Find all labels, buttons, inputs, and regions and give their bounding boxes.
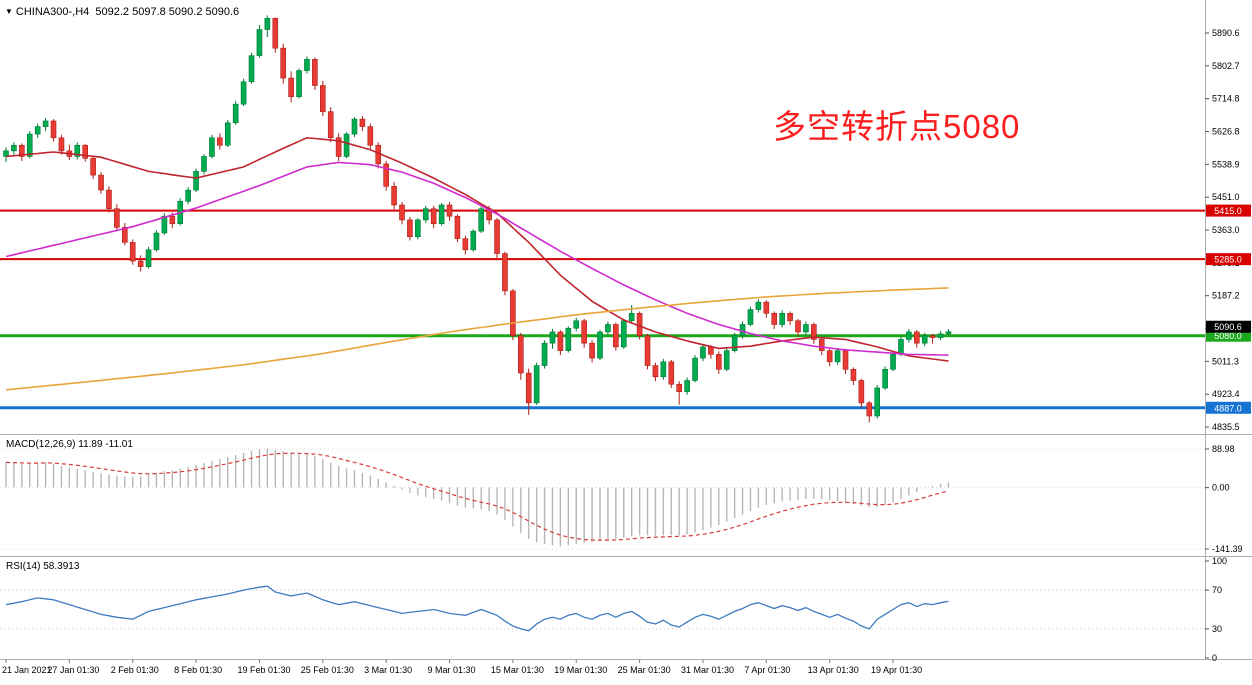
svg-text:25 Mar 01:30: 25 Mar 01:30 [618,665,671,675]
ma-slow-orange [5,287,949,391]
moving-average-lines [5,136,949,391]
pane-separators [0,0,1252,660]
svg-text:5187.2: 5187.2 [1212,291,1240,301]
price-axis: 5890.6 5802.7 5714.8 5626.8 5538.9 5451.0 5363… [1205,28,1240,432]
rsi-pane: 100 70 30 0 [0,556,1227,663]
svg-text:5415.0: 5415.0 [1214,206,1242,216]
svg-text:15 Mar 01:30: 15 Mar 01:30 [491,665,544,675]
symbol-marker-icon: ▼ [5,7,13,16]
support-resistance-lines [0,209,1205,410]
svg-text:0: 0 [1212,653,1217,663]
price-tags: 5415.0 5285.0 5080.0 4887.0 5090.6 [1206,204,1251,414]
svg-text:31 Mar 01:30: 31 Mar 01:30 [681,665,734,675]
svg-text:19 Apr 01:30: 19 Apr 01:30 [871,665,922,675]
svg-text:5285.0: 5285.0 [1214,255,1242,265]
svg-text:19 Feb 01:30: 19 Feb 01:30 [237,665,290,675]
candlestick-series [3,15,952,423]
svg-text:30: 30 [1212,624,1222,634]
ma-mid-magenta [5,161,949,356]
svg-text:3 Mar 01:30: 3 Mar 01:30 [364,665,412,675]
ma-fast-red [5,136,949,362]
svg-text:5011.3: 5011.3 [1212,356,1239,366]
svg-text:9 Mar 01:30: 9 Mar 01:30 [428,665,476,675]
svg-text:13 Apr 01:30: 13 Apr 01:30 [808,665,859,675]
rsi-indicator-label: RSI(14) 58.3913 [6,561,80,572]
svg-text:70: 70 [1212,585,1222,595]
svg-text:21 Jan 2021: 21 Jan 2021 [2,665,52,675]
svg-text:4835.5: 4835.5 [1212,422,1240,432]
svg-text:8 Feb 01:30: 8 Feb 01:30 [174,665,222,675]
svg-text:5451.0: 5451.0 [1212,192,1240,202]
svg-text:5714.8: 5714.8 [1212,94,1240,104]
svg-text:4887.0: 4887.0 [1214,403,1242,413]
svg-text:0.00: 0.00 [1212,483,1230,493]
svg-text:5538.9: 5538.9 [1212,159,1240,169]
symbol-period-label: CHINA300-,H4 [15,6,90,18]
svg-text:5363.0: 5363.0 [1212,225,1240,235]
svg-text:4923.4: 4923.4 [1212,389,1240,399]
svg-text:-141.39: -141.39 [1212,544,1243,554]
macd-pane: 88.98 0.00 -141.39 [0,444,1243,554]
chart-header: ▼ CHINA300-,H4 5092.2 5097.8 5090.2 5090.… [5,6,239,18]
ohlc-values-label: 5092.2 5097.8 5090.2 5090.6 [95,6,240,18]
svg-text:2 Feb 01:30: 2 Feb 01:30 [111,665,159,675]
macd-signal-line [5,452,949,541]
svg-text:7 Apr 01:30: 7 Apr 01:30 [744,665,790,675]
annotation-text: 多空转折点5080 [773,108,1021,145]
svg-text:100: 100 [1212,556,1227,566]
svg-text:5890.6: 5890.6 [1212,28,1240,38]
svg-text:88.98: 88.98 [1212,444,1235,454]
svg-text:5802.7: 5802.7 [1212,61,1240,71]
svg-text:5090.6: 5090.6 [1214,322,1242,332]
svg-text:25 Feb 01:30: 25 Feb 01:30 [301,665,354,675]
rsi-line [5,585,949,632]
macd-indicator-label: MACD(12,26,9) 11.89 -11.01 [6,439,133,450]
svg-text:27 Jan 01:30: 27 Jan 01:30 [47,665,99,675]
svg-text:19 Mar 01:30: 19 Mar 01:30 [554,665,607,675]
svg-text:5080.0: 5080.0 [1214,331,1242,341]
svg-text:5626.8: 5626.8 [1212,127,1240,137]
